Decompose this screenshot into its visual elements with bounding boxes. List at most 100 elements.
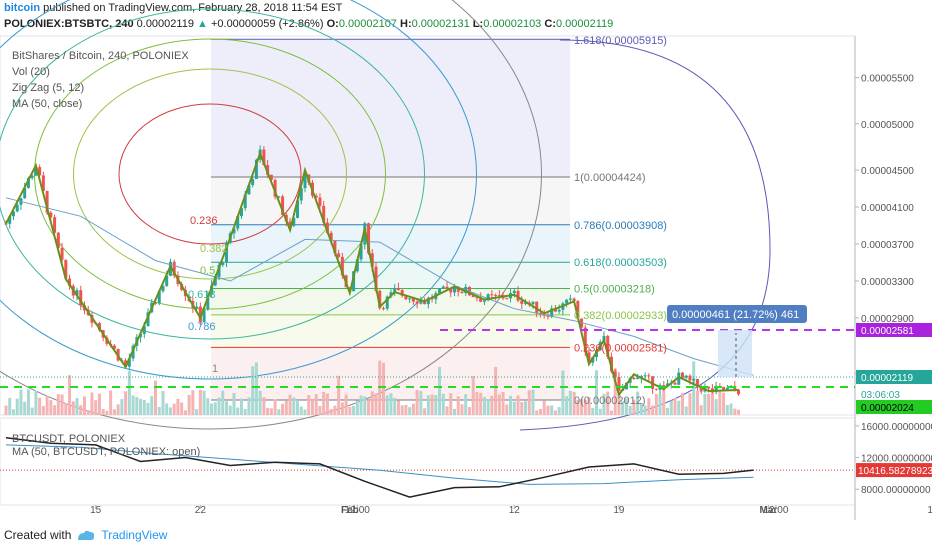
- time-tick-label: 12: [509, 505, 521, 516]
- candle-body: [41, 175, 45, 191]
- candle-body: [546, 315, 550, 317]
- volume-bar: [441, 393, 445, 415]
- legend-ma[interactable]: MA (50, close): [12, 98, 83, 110]
- green-price-tag-box: [856, 400, 932, 414]
- volume-bar: [546, 405, 550, 415]
- candle-body: [714, 385, 718, 393]
- ma-line: [5, 197, 754, 376]
- volume-bar: [187, 394, 191, 415]
- volume-bar: [434, 395, 438, 415]
- volume-bar: [228, 405, 232, 415]
- candle-body: [378, 290, 382, 309]
- author-link[interactable]: bitcoin: [4, 2, 41, 14]
- symbol-label[interactable]: POLONIEX:BTSBTC, 240: [4, 18, 134, 30]
- volume-bar: [714, 399, 718, 415]
- volume-bar: [617, 394, 621, 415]
- volume-bar: [475, 391, 479, 415]
- candle-body: [232, 228, 236, 234]
- candle-body: [385, 296, 389, 309]
- candle-body: [471, 295, 475, 298]
- time-tick-label: 22: [195, 505, 207, 516]
- candle-body: [699, 386, 703, 392]
- volume-bar: [19, 389, 23, 415]
- volume-bar: [651, 405, 655, 415]
- candle-body: [15, 204, 19, 212]
- volume-bar: [296, 400, 300, 415]
- volume-bar: [426, 395, 430, 415]
- candle-body: [404, 295, 408, 300]
- volume-bar: [576, 399, 580, 415]
- candle-body: [583, 327, 587, 353]
- candle-body: [524, 302, 528, 304]
- candle-body: [79, 290, 83, 306]
- lower-price-tag-box: [856, 463, 932, 478]
- volume-bar: [310, 398, 314, 415]
- candle-body: [490, 294, 494, 296]
- volume-bar: [415, 390, 419, 415]
- candle-body: [195, 306, 199, 308]
- candle-body: [460, 291, 464, 294]
- volume-bar: [116, 404, 120, 415]
- green-price-tag: 0.00002024: [861, 403, 914, 414]
- volume-bar: [381, 362, 385, 415]
- volume-bar: [692, 361, 696, 415]
- btcusdt-pane: 16000.00000000 12000.00000000 8000.0000000…: [0, 422, 932, 498]
- lower-price-tag: 10416.58278923: [858, 466, 932, 477]
- volume-bar: [453, 408, 456, 415]
- volume-bar: [449, 393, 453, 415]
- candle-body: [225, 242, 229, 263]
- candle-body: [165, 275, 169, 286]
- volume-bar: [90, 392, 94, 415]
- volume-bar: [176, 398, 180, 415]
- candle-body: [161, 285, 165, 292]
- up-arrow-icon: ▲: [197, 18, 208, 30]
- volume-bar: [632, 399, 636, 415]
- created-with-text: Created with: [4, 528, 72, 542]
- lower-legend-ma[interactable]: MA (50, BTCUSDT, POLONIEX: open): [12, 446, 201, 458]
- candle-body: [636, 377, 640, 380]
- fib-band: [211, 314, 570, 348]
- volume-bar: [303, 409, 307, 415]
- price-tick-label: 0.00003700: [861, 240, 914, 251]
- volume-bar: [79, 405, 83, 415]
- volume-bar: [157, 406, 161, 415]
- volume-bar: [23, 401, 27, 415]
- candle-body: [49, 212, 53, 218]
- price-tick-label: 0.00002900: [861, 314, 914, 325]
- volume-bar: [613, 368, 617, 415]
- candle-body: [587, 352, 591, 363]
- candle-body: [254, 159, 258, 179]
- volume-bar: [643, 405, 647, 415]
- volume-bar: [38, 397, 42, 415]
- volume-bar: [505, 404, 509, 415]
- volume-bar: [404, 404, 408, 415]
- candle-body: [408, 298, 412, 300]
- price-tick-label: 0.00003300: [861, 277, 914, 288]
- fib-circle-label: 0.618: [188, 289, 216, 301]
- volume-bar: [494, 366, 498, 415]
- legend-zigzag[interactable]: Zig Zag (5, 12): [12, 82, 85, 94]
- volume-bar: [11, 409, 15, 415]
- legend-vol[interactable]: Vol (20): [12, 66, 50, 78]
- candle-body: [124, 360, 128, 367]
- fib-level-label: 0.618(0.00003503): [574, 257, 667, 269]
- tradingview-brand[interactable]: TradingView: [101, 528, 168, 542]
- fib-circle: [0, 0, 542, 430]
- candle-body: [617, 376, 621, 391]
- candle-body: [142, 326, 146, 335]
- volume-bar: [217, 397, 221, 415]
- volume-bar: [467, 407, 471, 415]
- fib-level-label: 0(0.00002012): [574, 395, 646, 407]
- volume-bar: [419, 390, 423, 415]
- candle-body: [75, 290, 79, 296]
- candle-body: [722, 386, 726, 391]
- candle-body: [363, 223, 367, 245]
- close-value: 0.00002119: [555, 18, 614, 30]
- lower-ma-line: [5, 444, 754, 485]
- volume-bar: [239, 398, 243, 415]
- lower-legend-symbol[interactable]: BTCUSDT, POLONIEX: [12, 433, 126, 445]
- volume-bar: [213, 402, 217, 415]
- candle-body: [505, 298, 509, 300]
- candle-body: [677, 372, 681, 385]
